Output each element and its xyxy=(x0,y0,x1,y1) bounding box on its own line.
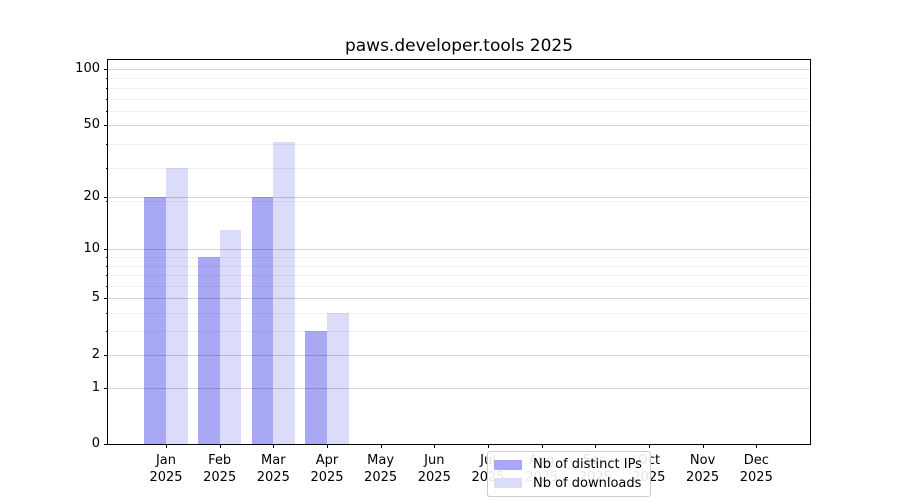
x-tick-label-apr: Apr 2025 xyxy=(310,453,344,485)
bar-downloads-apr xyxy=(327,313,349,444)
y-minor-tick xyxy=(106,111,108,113)
y-minor-tick xyxy=(106,78,108,80)
y-tick-label-2: 2 xyxy=(91,346,100,362)
bar-distinct-ips-jan xyxy=(144,196,166,444)
y-tick-1 xyxy=(104,387,108,389)
y-minor-tick xyxy=(106,331,108,333)
y-tick-label-20: 20 xyxy=(83,188,100,204)
gridline-major-100 xyxy=(108,69,810,70)
y-tick-label-0: 0 xyxy=(91,436,100,451)
bar-distinct-ips-feb xyxy=(198,256,220,444)
y-tick-label-5: 5 xyxy=(91,290,100,306)
legend-label-downloads: Nb of downloads xyxy=(533,475,642,491)
bar-downloads-jan xyxy=(166,167,188,444)
y-minor-tick xyxy=(106,256,108,258)
y-minor-tick xyxy=(106,200,108,202)
legend-item-distinct-ips: Nb of distinct IPs xyxy=(494,457,644,472)
gridline-major-50 xyxy=(108,124,810,126)
x-tick-feb xyxy=(219,444,221,448)
x-tick-jul xyxy=(488,444,489,448)
gridline-minor xyxy=(108,256,810,258)
y-tick-10 xyxy=(104,249,108,251)
y-minor-tick xyxy=(106,265,108,267)
y-minor-tick xyxy=(106,87,108,89)
gridline-minor xyxy=(108,265,810,267)
gridline-minor xyxy=(108,331,810,333)
x-tick-apr xyxy=(327,444,328,448)
x-tick-oct xyxy=(648,444,650,448)
bar-downloads-mar xyxy=(273,142,295,444)
gridline-minor xyxy=(108,200,810,202)
gridline-minor xyxy=(108,285,810,287)
x-tick-aug xyxy=(541,444,543,448)
x-tick-label-feb: Feb 2025 xyxy=(203,453,237,485)
x-tick-nov xyxy=(702,444,704,448)
y-minor-tick xyxy=(106,98,108,100)
gridline-minor xyxy=(108,275,810,276)
y-minor-tick xyxy=(106,313,108,315)
y-tick-label-100: 100 xyxy=(75,61,100,76)
gridline-major-5 xyxy=(108,298,810,300)
x-tick-label-jun: Jun 2025 xyxy=(417,453,451,485)
bar-downloads-feb xyxy=(219,229,242,444)
x-tick-label-may: May 2025 xyxy=(364,453,398,485)
gridline-minor xyxy=(108,98,810,100)
y-minor-tick xyxy=(106,144,108,146)
y-tick-label-50: 50 xyxy=(83,116,100,132)
y-tick-label-1: 1 xyxy=(91,379,100,395)
gridline-minor xyxy=(108,111,810,113)
gridline-major-10 xyxy=(108,249,810,251)
x-tick-label-dec: Dec 2025 xyxy=(739,453,773,485)
x-tick-dec xyxy=(756,444,758,448)
x-tick-label-jan: Jan 2025 xyxy=(149,453,183,485)
y-tick-label-10: 10 xyxy=(83,241,100,257)
gridline-minor xyxy=(108,144,810,146)
y-tick-50 xyxy=(104,124,108,126)
x-tick-may xyxy=(380,444,382,448)
chart-title: paws.developer.tools 2025 xyxy=(344,36,574,56)
y-tick-0 xyxy=(104,444,108,445)
y-tick-2 xyxy=(104,354,108,356)
y-tick-5 xyxy=(104,298,108,300)
legend-swatch-downloads xyxy=(494,478,522,489)
legend: Nb of distinct IPs Nb of downloads xyxy=(487,451,651,497)
x-tick-jun xyxy=(434,444,436,448)
gridline-major-1 xyxy=(108,387,810,389)
plot-area: Nb of distinct IPs Nb of downloads xyxy=(107,59,811,497)
x-tick-sep xyxy=(595,444,597,448)
y-tick-100 xyxy=(104,69,108,70)
bar-distinct-ips-mar xyxy=(251,196,274,444)
gridline-minor xyxy=(108,313,810,315)
gridline-minor xyxy=(108,167,810,169)
bar-distinct-ips-apr xyxy=(305,331,327,444)
y-tick-20 xyxy=(104,196,108,198)
gridline-minor xyxy=(108,78,810,80)
y-minor-tick xyxy=(106,167,108,169)
y-minor-tick xyxy=(106,285,108,287)
gridline-minor xyxy=(108,87,810,89)
legend-label-distinct-ips: Nb of distinct IPs xyxy=(533,457,642,473)
x-tick-label-nov: Nov 2025 xyxy=(686,453,720,485)
x-tick-jan xyxy=(166,444,167,448)
gridline-major-2 xyxy=(108,354,810,356)
gridline-major-20 xyxy=(108,196,810,198)
x-tick-mar xyxy=(273,444,275,448)
y-minor-tick xyxy=(106,275,108,276)
x-tick-label-mar: Mar 2025 xyxy=(256,453,290,485)
legend-swatch-distinct-ips xyxy=(494,459,522,470)
legend-item-downloads: Nb of downloads xyxy=(494,476,644,491)
